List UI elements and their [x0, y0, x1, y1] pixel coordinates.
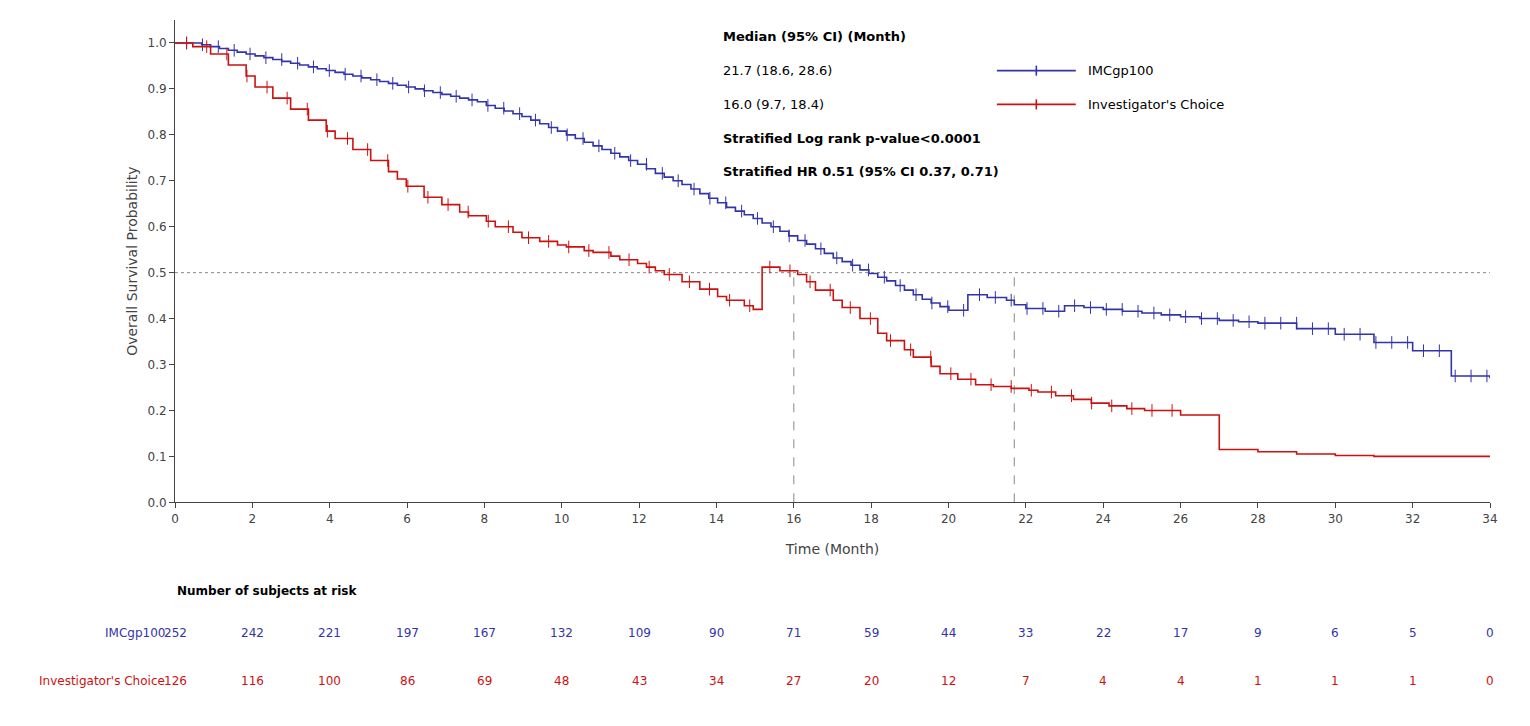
- svg-text:34: 34: [709, 674, 724, 688]
- svg-text:16: 16: [786, 512, 801, 526]
- svg-text:30: 30: [1328, 512, 1343, 526]
- svg-text:132: 132: [550, 626, 573, 640]
- svg-text:0.3: 0.3: [148, 358, 167, 372]
- svg-text:1: 1: [1409, 674, 1417, 688]
- svg-text:0: 0: [1486, 626, 1494, 640]
- svg-text:Stratified HR 0.51 (95% CI 0.3: Stratified HR 0.51 (95% CI 0.37, 0.71): [723, 164, 999, 179]
- svg-text:0.1: 0.1: [148, 450, 167, 464]
- svg-text:20: 20: [941, 512, 956, 526]
- svg-text:0.7: 0.7: [148, 174, 167, 188]
- svg-text:12: 12: [941, 674, 956, 688]
- svg-text:1: 1: [1254, 674, 1262, 688]
- svg-text:252: 252: [164, 626, 187, 640]
- svg-text:86: 86: [400, 674, 415, 688]
- svg-text:6: 6: [403, 512, 411, 526]
- svg-text:4: 4: [326, 512, 334, 526]
- svg-text:10: 10: [554, 512, 569, 526]
- svg-text:26: 26: [1173, 512, 1188, 526]
- svg-text:12: 12: [631, 512, 646, 526]
- svg-text:Investigator's Choice: Investigator's Choice: [39, 674, 165, 688]
- svg-text:1.0: 1.0: [148, 36, 167, 50]
- svg-text:Number of subjects at risk: Number of subjects at risk: [177, 584, 357, 598]
- svg-text:43: 43: [632, 674, 647, 688]
- svg-text:22: 22: [1018, 512, 1033, 526]
- svg-text:24: 24: [1096, 512, 1111, 526]
- svg-text:4: 4: [1099, 674, 1107, 688]
- svg-text:100: 100: [318, 674, 341, 688]
- svg-text:IMCgp100: IMCgp100: [105, 626, 165, 640]
- svg-text:0.2: 0.2: [148, 404, 167, 418]
- svg-text:116: 116: [241, 674, 264, 688]
- svg-text:6: 6: [1331, 626, 1339, 640]
- svg-text:5: 5: [1409, 626, 1417, 640]
- svg-text:14: 14: [709, 512, 724, 526]
- svg-text:90: 90: [709, 626, 724, 640]
- svg-text:9: 9: [1254, 626, 1262, 640]
- svg-text:0.0: 0.0: [148, 496, 167, 510]
- svg-text:59: 59: [864, 626, 879, 640]
- svg-text:0.5: 0.5: [148, 266, 167, 280]
- svg-text:22: 22: [1096, 626, 1111, 640]
- svg-text:126: 126: [164, 674, 187, 688]
- svg-text:0.4: 0.4: [148, 312, 167, 326]
- svg-text:109: 109: [628, 626, 651, 640]
- svg-text:0: 0: [171, 512, 179, 526]
- svg-text:28: 28: [1250, 512, 1265, 526]
- svg-text:27: 27: [786, 674, 801, 688]
- svg-text:167: 167: [473, 626, 496, 640]
- svg-text:18: 18: [864, 512, 879, 526]
- svg-text:Time (Month): Time (Month): [785, 541, 880, 557]
- svg-text:2: 2: [249, 512, 257, 526]
- svg-text:16.0 (9.7, 18.4): 16.0 (9.7, 18.4): [723, 97, 824, 112]
- svg-text:32: 32: [1405, 512, 1420, 526]
- svg-text:69: 69: [477, 674, 492, 688]
- svg-text:221: 221: [318, 626, 341, 640]
- svg-text:Median (95% CI) (Month): Median (95% CI) (Month): [723, 29, 906, 44]
- svg-text:0: 0: [1486, 674, 1494, 688]
- svg-text:Investigator's Choice: Investigator's Choice: [1088, 97, 1224, 112]
- svg-text:21.7 (18.6, 28.6): 21.7 (18.6, 28.6): [723, 63, 832, 78]
- svg-text:0.8: 0.8: [148, 128, 167, 142]
- svg-text:1: 1: [1331, 674, 1339, 688]
- svg-text:20: 20: [864, 674, 879, 688]
- svg-text:34: 34: [1482, 512, 1497, 526]
- svg-text:IMCgp100: IMCgp100: [1088, 63, 1153, 78]
- svg-text:Stratified Log rank p-value<0.: Stratified Log rank p-value<0.0001: [723, 131, 981, 146]
- svg-text:242: 242: [241, 626, 264, 640]
- svg-text:0.9: 0.9: [148, 82, 167, 96]
- svg-text:44: 44: [941, 626, 956, 640]
- svg-text:Overall Survival Probability: Overall Survival Probability: [124, 166, 140, 355]
- svg-text:71: 71: [786, 626, 801, 640]
- svg-text:0.6: 0.6: [148, 220, 167, 234]
- svg-text:48: 48: [554, 674, 569, 688]
- svg-text:17: 17: [1173, 626, 1188, 640]
- svg-text:8: 8: [481, 512, 489, 526]
- svg-text:4: 4: [1177, 674, 1185, 688]
- svg-text:7: 7: [1022, 674, 1030, 688]
- svg-text:33: 33: [1018, 626, 1033, 640]
- svg-text:197: 197: [396, 626, 419, 640]
